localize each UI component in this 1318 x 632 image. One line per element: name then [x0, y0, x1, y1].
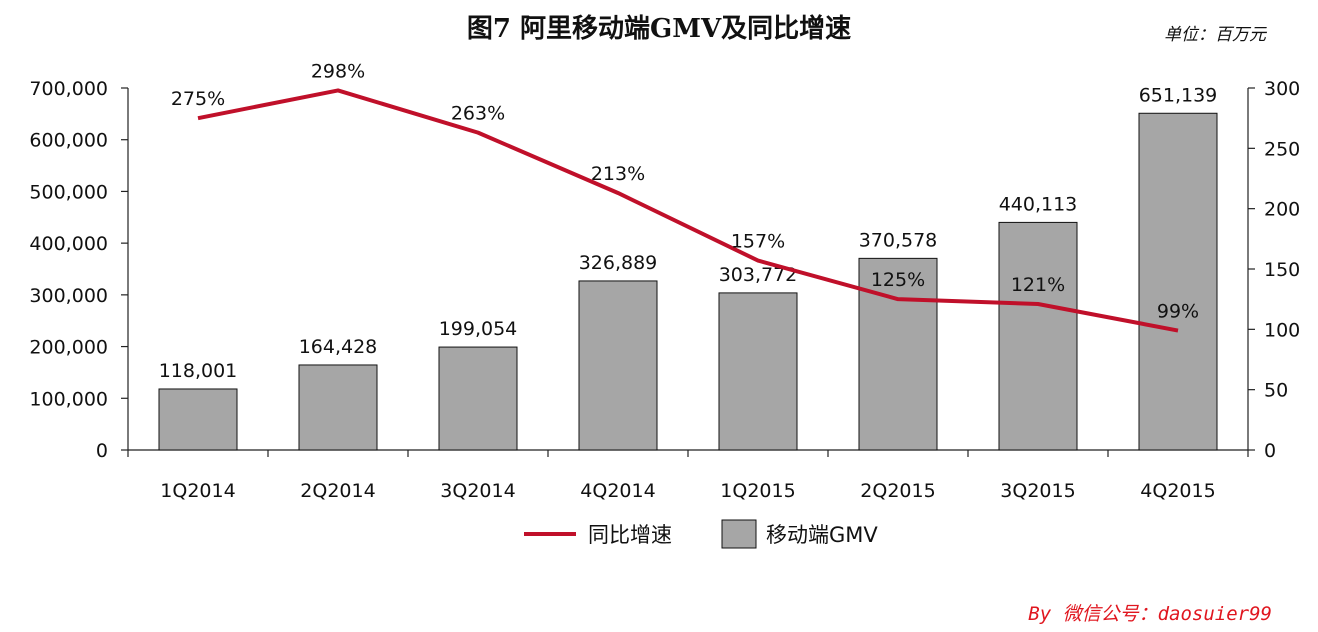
- y-right-tick-label: 0: [1264, 440, 1276, 462]
- bar-data-label: 118,001: [159, 360, 238, 382]
- bar-data-label: 370,578: [859, 229, 938, 251]
- line-data-label: 213%: [591, 163, 645, 185]
- y-right-tick-label: 150: [1264, 259, 1300, 281]
- bar-data-label: 199,054: [439, 318, 518, 340]
- line-data-label: 157%: [731, 231, 785, 253]
- growth-line: [197, 88, 1179, 333]
- bar-labels: 118,001 164,428 199,054 326,889 303,772 370,5…: [159, 84, 1218, 382]
- bar: [718, 292, 798, 451]
- bar-data-label: 651,139: [1139, 84, 1218, 106]
- y-right-tick-label: 200: [1264, 199, 1300, 221]
- bar-data-label: 164,428: [299, 336, 378, 358]
- x-tick-label: 1Q2014: [160, 480, 235, 502]
- bar: [1138, 112, 1218, 451]
- chart-title: 图7 阿里移动端GMV及同比增速: [466, 14, 852, 44]
- x-tick-label: 2Q2015: [860, 480, 935, 502]
- legend-bar-swatch: [721, 519, 757, 549]
- y-left-tick-label: 600,000: [29, 130, 108, 152]
- axes: 0 100,000 200,000 300,000 400,000 500,000 600,…: [29, 78, 1300, 502]
- watermark: By 微信公号：daosuier99: [1028, 603, 1272, 625]
- legend: 同比增速 移动端GMV: [524, 519, 878, 549]
- growth-line-path: [197, 88, 1179, 333]
- bar: [298, 364, 378, 451]
- y-left-tick-label: 200,000: [29, 337, 108, 359]
- legend-label-gmv: 移动端GMV: [766, 523, 878, 547]
- y-right-tick-label: 300: [1264, 78, 1300, 100]
- line-data-label: 263%: [451, 103, 505, 125]
- y-left-tick-label: 500,000: [29, 181, 108, 203]
- x-tick-label: 2Q2014: [300, 480, 375, 502]
- bar-data-label: 440,113: [999, 193, 1078, 215]
- x-tick-label: 4Q2014: [580, 480, 655, 502]
- line-labels: 275% 298% 263% 213% 157% 125% 121% 99%: [171, 60, 1199, 322]
- x-tick-label: 3Q2015: [1000, 480, 1075, 502]
- bar: [578, 280, 658, 451]
- legend-label-growth: 同比增速: [588, 523, 672, 547]
- y-left-tick-label: 0: [96, 440, 108, 462]
- bar: [438, 346, 518, 451]
- bar: [998, 221, 1078, 451]
- line-data-label: 121%: [1011, 274, 1065, 296]
- x-tick-label: 3Q2014: [440, 480, 515, 502]
- bar-data-label: 303,772: [719, 264, 798, 286]
- y-right-tick-label: 50: [1264, 380, 1288, 402]
- bar: [158, 388, 238, 451]
- line-data-label: 99%: [1157, 301, 1199, 323]
- x-tick-label: 4Q2015: [1140, 480, 1215, 502]
- y-left-tick-label: 700,000: [29, 78, 108, 100]
- y-right-tick-label: 250: [1264, 138, 1300, 160]
- y-right-tick-label: 100: [1264, 319, 1300, 341]
- line-data-label: 125%: [871, 269, 925, 291]
- bar-data-label: 326,889: [579, 252, 658, 274]
- y-left-tick-label: 400,000: [29, 233, 108, 255]
- line-data-label: 298%: [311, 60, 365, 82]
- y-left-tick-label: 300,000: [29, 285, 108, 307]
- line-data-label: 275%: [171, 88, 225, 110]
- x-tick-label: 1Q2015: [720, 480, 795, 502]
- unit-label: 单位：百万元: [1164, 25, 1266, 45]
- y-left-tick-label: 100,000: [29, 388, 108, 410]
